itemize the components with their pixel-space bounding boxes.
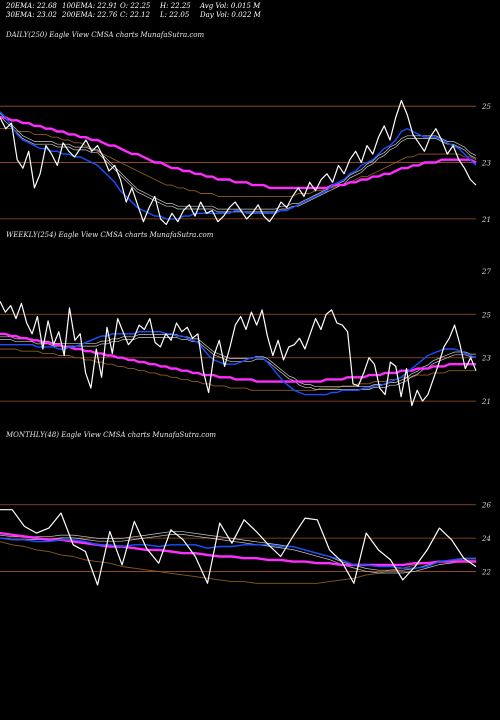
y-tick-label: 21 bbox=[481, 398, 491, 406]
series-line-ema-gray-1 bbox=[0, 334, 476, 388]
series-line-ema-gray-2 bbox=[0, 337, 476, 390]
panel-title: MONTHLY(48) Eagle View CMSA charts Munaf… bbox=[5, 431, 216, 439]
low-label: L: 22.05 bbox=[160, 11, 190, 19]
series-line-ema-brown bbox=[0, 541, 476, 584]
y-tick-label: 25 bbox=[481, 311, 491, 319]
y-tick-label: 23 bbox=[481, 355, 491, 363]
daily-chart: DAILY(250) Eagle View CMSA charts Munafa… bbox=[0, 31, 491, 226]
y-tick-label: 24 bbox=[481, 535, 491, 543]
y-tick-label: 25 bbox=[481, 103, 491, 111]
series-line-price bbox=[0, 301, 477, 407]
panel-title: DAILY(250) Eagle View CMSA charts Munafa… bbox=[5, 31, 204, 39]
series-line-price bbox=[0, 509, 477, 586]
open-label: O: 22.25 bbox=[120, 2, 151, 10]
series-line-ema-blue bbox=[0, 330, 477, 396]
indicator-header: 20EMA: 22.68 100EMA: 22.91 O: 22.25 H: 2… bbox=[0, 0, 500, 28]
y-tick-label: 26 bbox=[481, 502, 491, 510]
monthly-chart: MONTHLY(48) Eagle View CMSA charts Munaf… bbox=[0, 431, 491, 586]
ema20-label: 20EMA: 22.68 bbox=[6, 2, 57, 10]
y-tick-label: 21 bbox=[481, 216, 491, 224]
ema100-label: 100EMA: 22.91 bbox=[62, 2, 118, 10]
series-line-ema-gray-2 bbox=[0, 534, 476, 574]
high-label: H: 22.25 bbox=[160, 2, 191, 10]
ema30-label: 30EMA: 23.02 bbox=[6, 11, 57, 19]
weekly-chart: WEEKLY(254) Eagle View CMSA charts Munaf… bbox=[0, 231, 491, 407]
y-tick-label: 22 bbox=[481, 569, 491, 577]
series-line-ema-gray-1 bbox=[0, 112, 477, 210]
y-tick-label: 27 bbox=[481, 268, 491, 276]
panel-title: WEEKLY(254) Eagle View CMSA charts Munaf… bbox=[6, 231, 214, 239]
day-vol-label: Day Vol: 0.022 M bbox=[200, 11, 261, 19]
ema200-label: 200EMA: 22.76 bbox=[62, 11, 118, 19]
y-tick-label: 23 bbox=[481, 160, 491, 168]
series-line-ema-blue bbox=[0, 111, 477, 220]
series-line-ema-brown bbox=[0, 128, 477, 197]
series-line-ema-magenta bbox=[0, 116, 477, 190]
close-label: C: 22.12 bbox=[120, 11, 150, 19]
avg-vol-label: Avg Vol: 0.015 M bbox=[200, 2, 261, 10]
series-line-price bbox=[0, 99, 477, 226]
series-line-ema-magenta bbox=[0, 531, 476, 567]
series-line-ema-blue bbox=[0, 537, 476, 569]
